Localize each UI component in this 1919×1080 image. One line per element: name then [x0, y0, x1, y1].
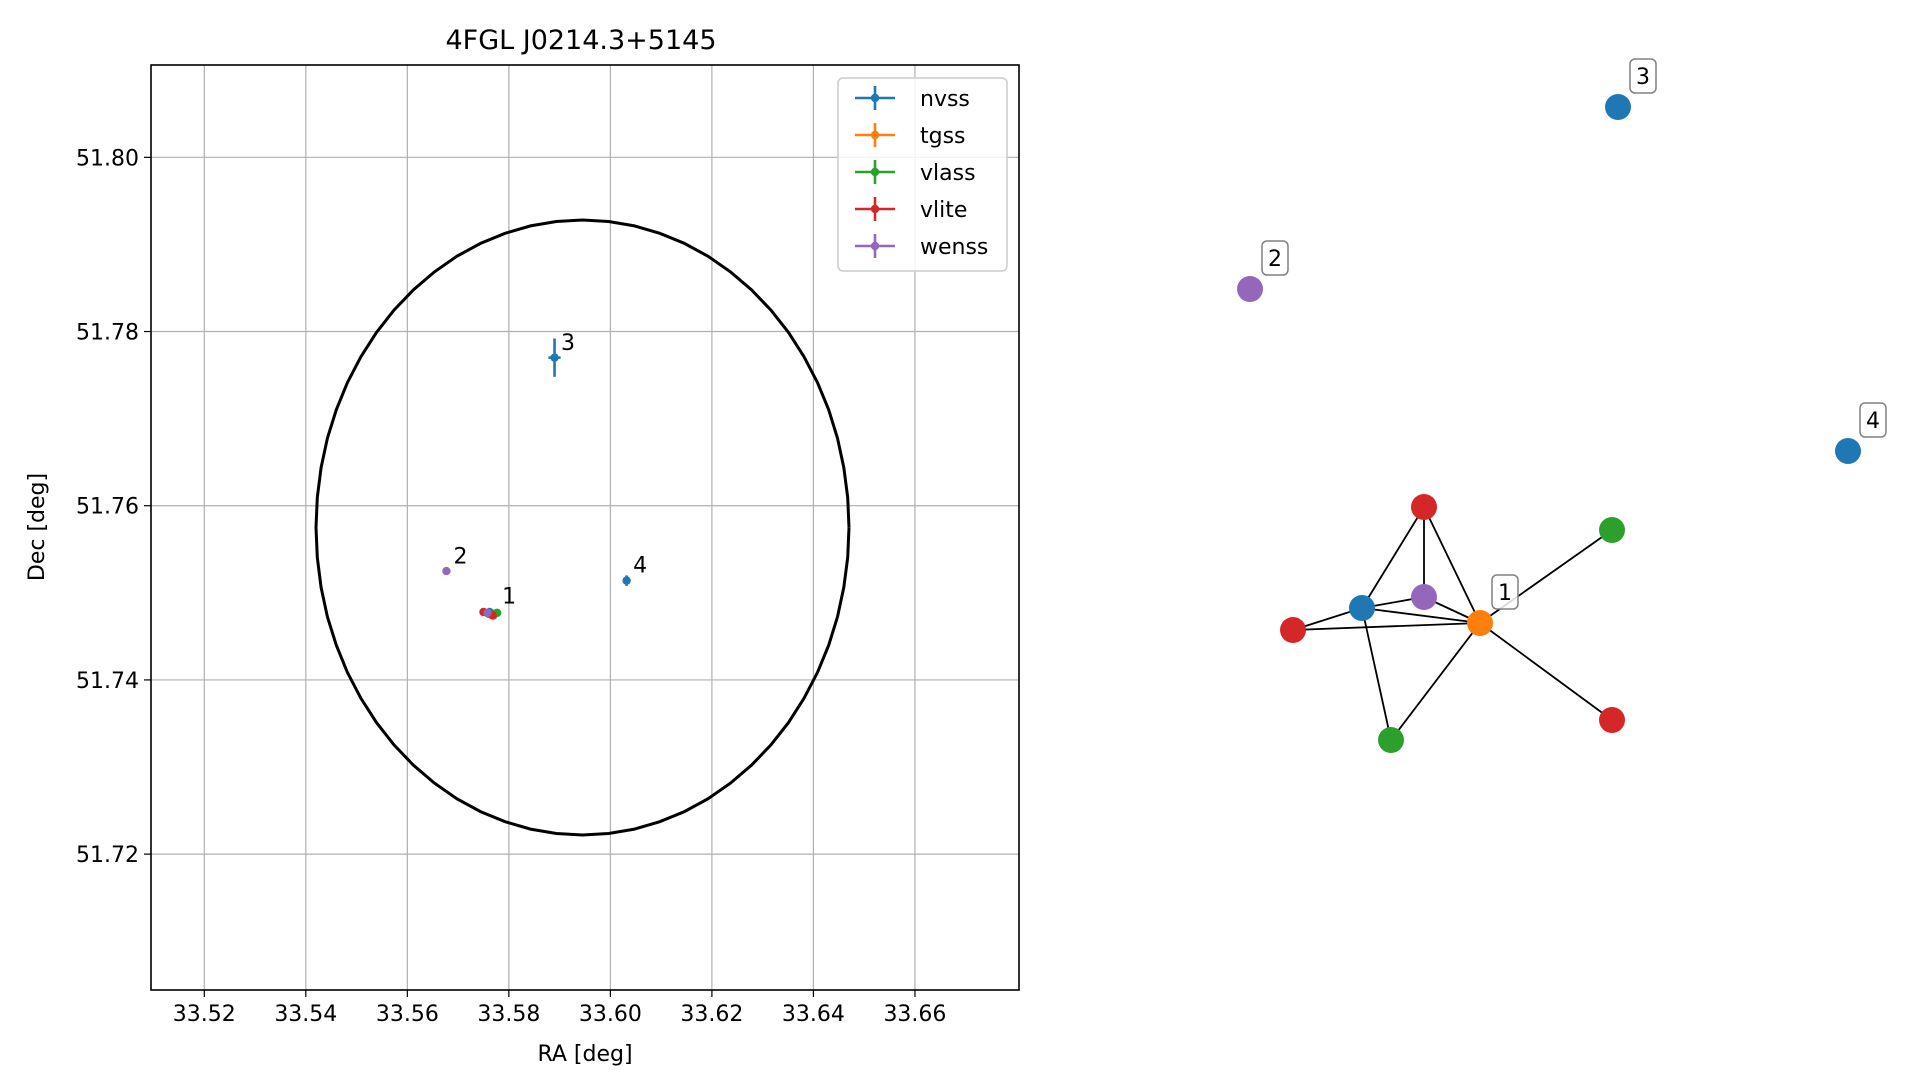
plot-frame	[150, 64, 1020, 991]
network-label-text: 3	[1636, 65, 1650, 90]
legend-entry-nvss: nvss	[855, 86, 970, 112]
network-label-2: 2	[1261, 240, 1289, 276]
network-node	[1835, 438, 1861, 464]
annotation-4: 4	[633, 553, 647, 578]
annotation-1: 1	[502, 585, 516, 610]
x-tick-label: 33.56	[376, 1002, 439, 1027]
legend-label: wenss	[920, 235, 988, 260]
legend-marker	[870, 167, 880, 177]
point-marker	[442, 566, 451, 576]
x-tick-label: 33.64	[782, 1002, 845, 1027]
legend-label: vlass	[920, 161, 976, 186]
legend-marker	[870, 93, 880, 103]
network-node	[1599, 517, 1625, 543]
x-axis-label: RA [deg]	[537, 1042, 632, 1067]
network-edge	[1361, 607, 1392, 741]
legend-entry-tgss: tgss	[855, 123, 966, 149]
annotation-3: 3	[561, 331, 575, 356]
scatter-panel: 4FGL J0214.3+5145 33.52 33.54 33.56 33.58 33…	[25, 25, 1020, 1067]
network-edge	[1423, 506, 1481, 624]
x-tick-label: 33.60	[579, 1002, 642, 1027]
network-label-1: 1	[1491, 574, 1519, 610]
x-tick-label: 33.62	[680, 1002, 743, 1027]
chart-title: 4FGL J0214.3+5145	[445, 25, 716, 56]
y-tick-label: 51.74	[76, 669, 139, 694]
network-label-box	[1629, 58, 1657, 94]
y-tick-label: 51.76	[76, 495, 139, 520]
legend-marker	[870, 130, 880, 140]
network-node	[1605, 94, 1631, 120]
network-label-text: 1	[1498, 581, 1512, 606]
point-marker	[622, 576, 631, 585]
network-node	[1280, 617, 1306, 643]
network-node	[1378, 727, 1404, 753]
data-points	[442, 338, 631, 620]
legend-label: vlite	[920, 198, 967, 223]
legend-entry-vlite: vlite	[855, 197, 967, 223]
legend-marker	[870, 241, 880, 251]
x-axis-ticks: 33.52 33.54 33.56 33.58 33.60 33.62 33.64 33.66	[173, 990, 946, 1027]
x-tick-label: 33.54	[274, 1002, 337, 1027]
y-tick-label: 51.78	[76, 321, 139, 346]
y-axis-label: Dec [deg]	[25, 473, 50, 581]
annotation-2: 2	[453, 545, 467, 570]
network-node	[1467, 610, 1493, 636]
legend-label: nvss	[920, 87, 970, 112]
legend-entry-wenss: wenss	[855, 234, 988, 260]
point-nvss	[548, 338, 561, 377]
network-labels: 1 2 3 4	[1261, 58, 1887, 610]
point-wenss	[442, 566, 451, 576]
network-label-3: 3	[1629, 58, 1657, 94]
network-node	[1599, 707, 1625, 733]
error-ellipse	[314, 218, 851, 837]
y-axis-ticks: 51.72 51.74 51.76 51.78 51.80	[76, 146, 151, 868]
network-edge	[1361, 506, 1425, 609]
point-marker	[483, 608, 492, 618]
point-wenss	[483, 608, 492, 618]
legend-marker	[870, 204, 880, 214]
legend-box	[837, 77, 1008, 272]
network-nodes	[1237, 94, 1861, 753]
network-edges	[1292, 506, 1613, 741]
network-label-box	[1859, 402, 1887, 438]
network-edge	[1479, 622, 1613, 721]
network-label-box	[1261, 240, 1289, 276]
source-annotations: 1 2 3 4	[453, 331, 647, 609]
network-edge	[1390, 622, 1481, 741]
point-nvss	[622, 575, 631, 586]
network-edge	[1292, 622, 1481, 631]
network-label-4: 4	[1859, 402, 1887, 438]
network-node	[1411, 584, 1437, 610]
point-marker	[550, 353, 559, 362]
network-node	[1237, 276, 1263, 302]
network-label-text: 4	[1866, 409, 1880, 434]
network-label-box	[1491, 574, 1519, 610]
legend-label: tgss	[920, 124, 966, 149]
network-label-text: 2	[1268, 247, 1282, 272]
y-tick-label: 51.80	[76, 146, 139, 171]
network-edge	[1361, 607, 1481, 624]
network-panel: 1 2 3 4	[1237, 58, 1887, 753]
network-node	[1349, 595, 1375, 621]
legend: nvss tgss vlass vlite wenss	[837, 77, 1008, 272]
legend-entry-vlass: vlass	[855, 160, 976, 186]
y-tick-label: 51.72	[76, 843, 139, 868]
x-tick-label: 33.58	[477, 1002, 540, 1027]
x-tick-label: 33.52	[173, 1002, 236, 1027]
localization-ellipse	[314, 218, 851, 837]
network-node	[1411, 494, 1437, 520]
x-tick-label: 33.66	[883, 1002, 946, 1027]
